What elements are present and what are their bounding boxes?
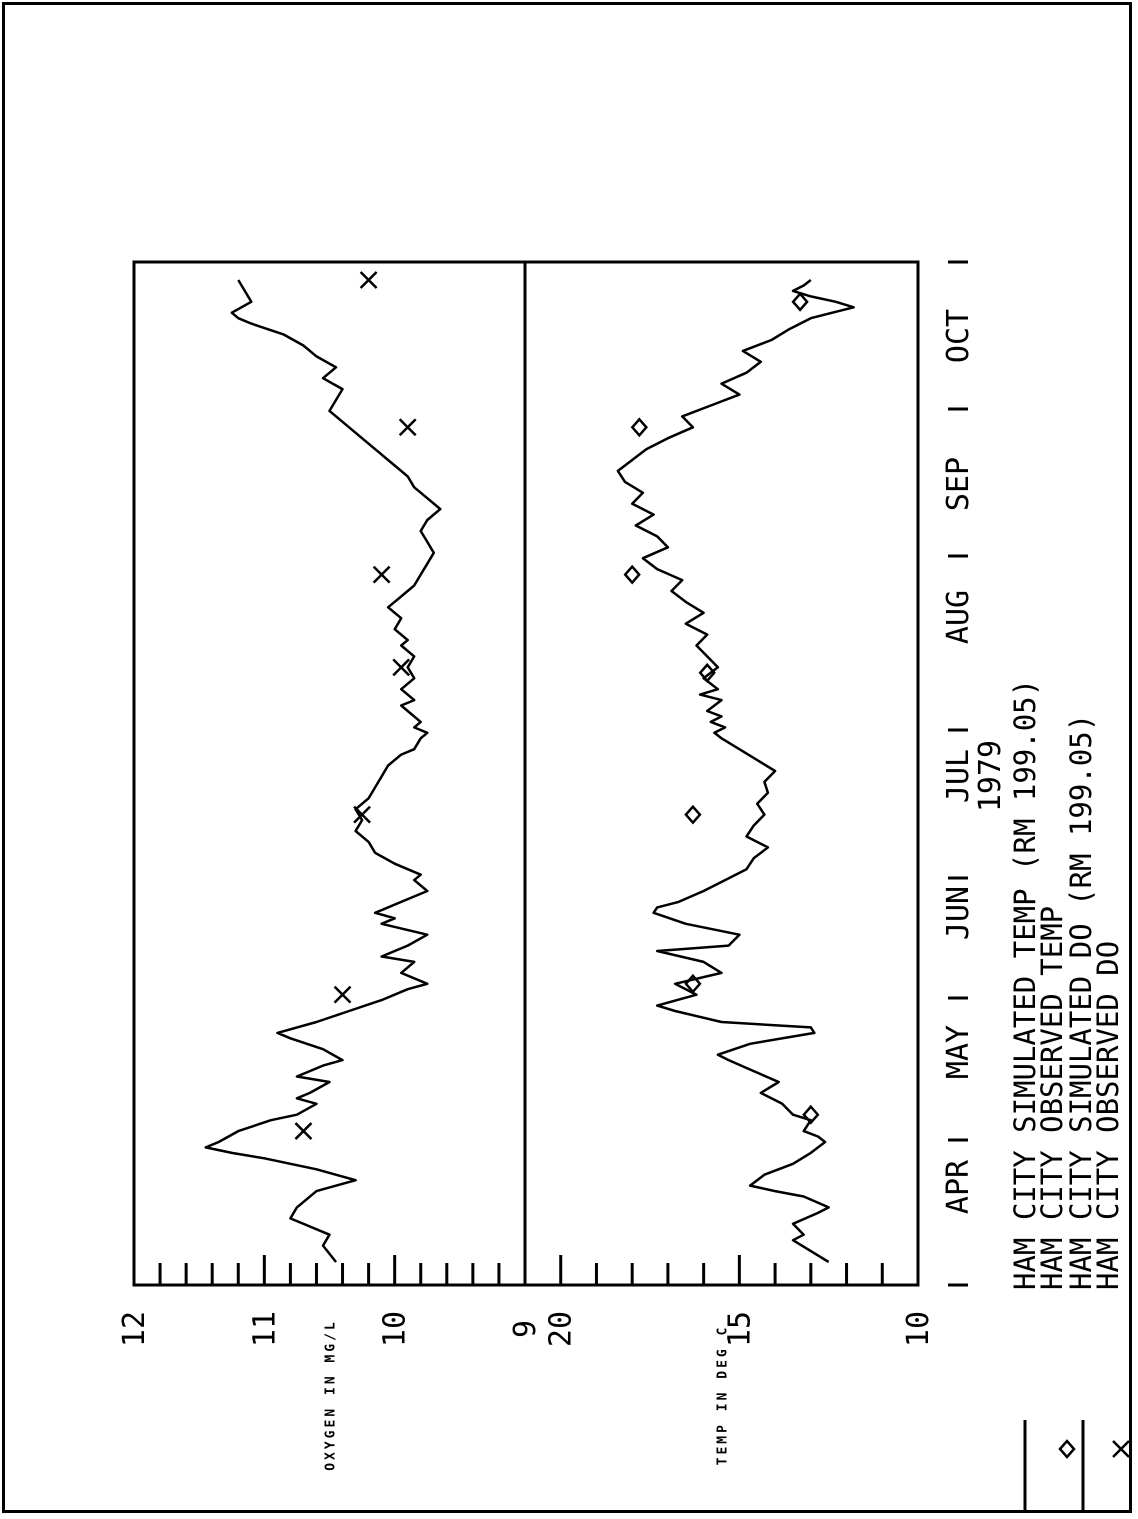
observed-do-marker — [294, 1122, 313, 1140]
do-y-tick-label: 9 — [508, 1320, 543, 1338]
x-month-label: MAY — [941, 1025, 976, 1079]
observed-temp-marker — [684, 973, 702, 994]
legend-entry: HAM CITY OBSERVED TEMP — [1035, 906, 1069, 1290]
observed-do-marker — [353, 805, 371, 824]
x-month-label: APR — [941, 1159, 976, 1214]
do-y-tick-label: 12 — [117, 1311, 152, 1347]
observed-temp-marker — [791, 291, 809, 312]
series-do-marker-x — [294, 271, 417, 1140]
legend-diamond-symbol — [1058, 1439, 1076, 1459]
observed-temp-marker — [802, 1104, 820, 1125]
series-temp-marker-diamond — [623, 291, 820, 1125]
x-month-label: AUG — [941, 590, 976, 644]
observed-do-marker — [372, 565, 391, 584]
temp-axis-title: TEMP IN DEG C — [716, 1325, 731, 1466]
legend-entry: HAM CITY SIMULATED TEMP (RM 199.05) — [1008, 679, 1042, 1290]
observed-do-marker — [359, 271, 378, 289]
observed-do-marker — [333, 985, 352, 1004]
temp-y-tick-label: 20 — [544, 1311, 579, 1347]
legend-entry: HAM CITY SIMULATED DO (RM 199.05) — [1064, 714, 1098, 1290]
x-month-label: JUL — [941, 749, 976, 803]
do-simulated-line — [204, 279, 442, 1263]
temp-simulated-line — [616, 279, 855, 1264]
legend-entry: HAM CITY OBSERVED DO — [1091, 941, 1125, 1290]
observed-temp-marker — [630, 417, 648, 438]
x-year-label: 1979 — [973, 740, 1008, 812]
do-y-tick-label: 11 — [247, 1311, 282, 1347]
temp-y-tick-label: 10 — [901, 1311, 936, 1347]
x-month-label: OCT — [941, 309, 976, 363]
temp-y-tick-label: 15 — [722, 1311, 757, 1347]
do-axis-title: OXYGEN IN MG/L — [324, 1319, 339, 1471]
do-y-tick-label: 10 — [378, 1311, 413, 1347]
observed-do-marker — [398, 418, 417, 437]
plot-root: 9 10 11 12 OXYGEN IN MG/L 10 15 20 TEMP IN DEG C… — [117, 260, 1130, 1510]
month-axis: APR MAY JUN JUL AUG SEP OCT 1979 — [941, 260, 1008, 1287]
temp-axis: 10 15 20 TEMP IN DEG C — [523, 1255, 936, 1466]
observed-do-marker — [392, 658, 411, 677]
series-do-line — [204, 279, 442, 1263]
series-temp-line — [616, 279, 855, 1264]
x-month-label: SEP — [941, 457, 976, 511]
legend: HAM CITY SIMULATED TEMP (RM 199.05)HAM C… — [1008, 679, 1130, 1510]
observed-temp-marker — [623, 564, 641, 585]
legend-x-symbol — [1112, 1440, 1130, 1458]
do-axis: 9 10 11 12 OXYGEN IN MG/L — [117, 1255, 543, 1471]
observed-temp-marker — [684, 804, 702, 825]
observed-temp-marker — [698, 662, 716, 683]
x-month-label: JUN — [941, 886, 976, 940]
